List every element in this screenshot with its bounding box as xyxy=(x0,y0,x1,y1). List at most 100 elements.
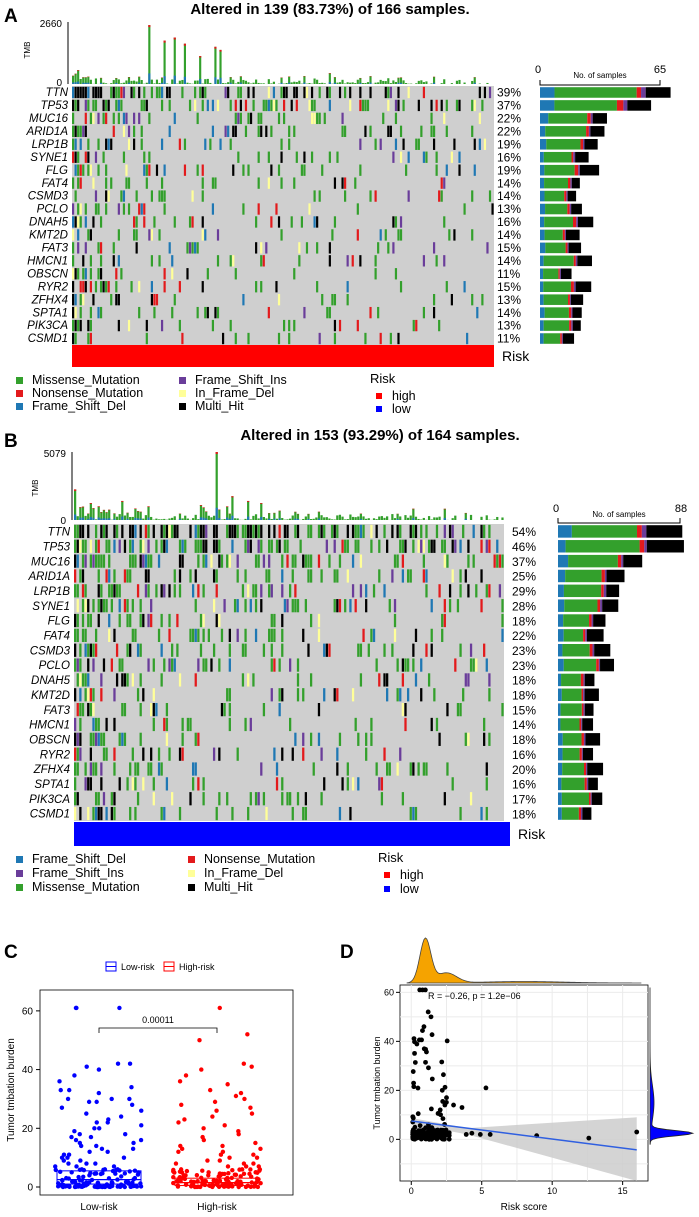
mutation-cell xyxy=(89,164,92,176)
samples-axis-label-b: No. of samples xyxy=(592,510,645,519)
data-point xyxy=(179,1102,184,1108)
mutation-cell xyxy=(280,177,283,189)
data-point xyxy=(191,1179,197,1185)
mutation-cell xyxy=(215,539,218,553)
mutation-cell xyxy=(79,732,82,746)
tmb-bar xyxy=(173,37,176,84)
mutation-cell xyxy=(194,599,197,613)
mutation-cell xyxy=(318,86,321,99)
mutation-cell xyxy=(281,688,284,702)
sample-count-segment xyxy=(543,294,569,305)
mutation-cell xyxy=(94,281,98,293)
mutation-cell xyxy=(79,86,82,99)
mutation-cell xyxy=(268,584,271,598)
mutation-cell xyxy=(405,164,408,176)
mutation-cell xyxy=(150,86,153,99)
tmb-bar-segment xyxy=(397,82,400,84)
mutation-cell xyxy=(249,599,252,613)
mutation-cell xyxy=(130,86,133,99)
mutation-cell xyxy=(446,703,449,717)
mutation-cell xyxy=(475,584,478,598)
mutation-cell xyxy=(94,643,98,657)
mutation-cell xyxy=(115,673,119,687)
mutation-cell xyxy=(168,584,171,598)
data-point xyxy=(106,1176,112,1181)
tmb-bar-segment xyxy=(333,82,336,84)
mutation-cell xyxy=(142,613,145,628)
mutation-cell xyxy=(380,777,384,791)
sample-count-segment xyxy=(562,333,575,344)
mutation-cell xyxy=(288,319,291,332)
mutation-cell xyxy=(220,628,224,642)
mutation-cell xyxy=(247,673,250,687)
mutation-cell xyxy=(118,732,121,746)
tmb-bar-segment xyxy=(399,82,403,84)
tmb-bar xyxy=(81,506,85,520)
mutation-cell xyxy=(296,524,300,539)
percent-label: 22% xyxy=(497,112,521,126)
mutation-cell xyxy=(120,86,123,99)
sample-count-segment xyxy=(543,255,574,267)
mutation-cell xyxy=(291,599,294,613)
mutation-cell xyxy=(201,216,204,228)
percent-label: 23% xyxy=(512,659,536,673)
mutation-cell xyxy=(139,524,142,539)
data-point xyxy=(248,1167,253,1172)
tmb-bar xyxy=(382,80,385,84)
sample-count-bars-b xyxy=(558,525,684,820)
legend-label: In_Frame_Del xyxy=(195,386,274,400)
mutation-cell xyxy=(501,703,504,717)
mutation-cell xyxy=(399,216,403,228)
mutation-cell xyxy=(370,524,373,539)
tmb-bar xyxy=(79,507,82,520)
mutation-cell xyxy=(293,86,296,99)
data-point xyxy=(65,1096,71,1102)
mutation-cell xyxy=(173,569,176,583)
tmb-bar xyxy=(359,77,362,84)
mutation-cell xyxy=(369,306,372,319)
tmb-bar xyxy=(359,513,363,520)
tmb-bar xyxy=(317,511,321,520)
mutation-cell xyxy=(359,524,363,539)
data-point xyxy=(176,1149,181,1154)
mutation-cell xyxy=(135,216,138,228)
tmb-bar xyxy=(341,516,344,520)
mutation-cell xyxy=(160,190,164,202)
mutation-cell xyxy=(89,762,93,776)
mutation-cell xyxy=(458,99,461,112)
mutation-cell xyxy=(346,569,349,583)
tmb-bar xyxy=(325,517,328,520)
mutation-cell xyxy=(270,613,273,628)
mutation-cell xyxy=(440,190,443,202)
tmb-bar xyxy=(399,77,403,84)
tmb-bar xyxy=(227,82,230,84)
data-point xyxy=(64,1175,69,1181)
data-point xyxy=(249,1111,255,1116)
tmb-bar-segment xyxy=(136,518,140,520)
mutation-cell xyxy=(113,584,116,598)
mutation-cell xyxy=(472,554,475,568)
tmb-bar xyxy=(486,82,489,84)
mutation-cell xyxy=(459,539,462,553)
mutation-cell xyxy=(488,190,492,202)
mutation-cell xyxy=(399,539,402,553)
mutation-cell xyxy=(157,628,161,642)
mutation-cell xyxy=(232,164,235,176)
mutation-cell xyxy=(148,112,151,125)
tmb-bar xyxy=(471,80,474,84)
mutation-cell xyxy=(407,86,410,99)
tmb-bar xyxy=(194,80,197,84)
mutation-cell xyxy=(283,524,287,539)
mutation-cell xyxy=(148,229,151,241)
tmb-bar xyxy=(438,516,441,520)
sample-count-segment xyxy=(554,87,637,98)
mutation-cell xyxy=(129,643,132,657)
mutation-cell xyxy=(122,151,126,163)
mutation-cell xyxy=(307,524,310,539)
mutation-cell xyxy=(89,229,92,241)
mutation-cell xyxy=(202,524,205,539)
data-point xyxy=(410,1069,416,1074)
mutation-cell xyxy=(278,658,281,672)
mutation-cell xyxy=(443,539,446,553)
tmb-bar xyxy=(94,519,98,520)
